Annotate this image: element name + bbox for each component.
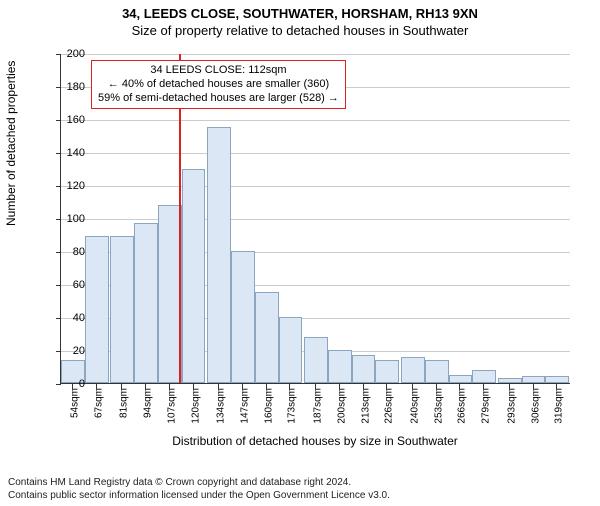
histogram-bar [255,292,279,383]
y-axis-label: Number of detached properties [4,61,18,226]
x-tick-label: 253sqm [433,388,444,424]
x-tick-label: 81sqm [119,388,130,418]
y-tick-label: 140 [45,147,85,159]
plot-region: 34 LEEDS CLOSE: 112sqm← 40% of detached … [60,54,570,384]
histogram-bar [472,370,496,383]
gridline [61,54,570,55]
histogram-bar [279,317,303,383]
x-tick-label: 67sqm [93,388,104,418]
x-tick-label: 266sqm [457,388,468,424]
x-axis-label: Distribution of detached houses by size … [60,434,570,448]
y-tick-label: 160 [45,114,85,126]
x-tick-label: 54sqm [69,388,80,418]
annotation-line: 34 LEEDS CLOSE: 112sqm [98,64,339,78]
x-tick-label: 187sqm [313,388,324,424]
chart-area: 34 LEEDS CLOSE: 112sqm← 40% of detached … [60,54,570,406]
gridline [61,120,570,121]
y-tick-label: 120 [45,180,85,192]
histogram-bar [134,223,158,383]
histogram-bar [352,355,376,383]
x-tick-label: 293sqm [506,388,517,424]
y-tick-label: 0 [45,378,85,390]
histogram-bar [231,251,255,383]
x-tick-label: 94sqm [143,388,154,418]
y-tick-label: 40 [45,312,85,324]
x-tick-label: 120sqm [190,388,201,424]
x-tick-label: 213sqm [360,388,371,424]
y-tick-label: 20 [45,345,85,357]
histogram-bar [375,360,399,383]
x-tick-label: 160sqm [263,388,274,424]
x-tick-label: 319sqm [554,388,565,424]
histogram-bar [304,337,328,383]
x-tick-label: 306sqm [530,388,541,424]
gridline [61,186,570,187]
histogram-bar [498,378,522,383]
histogram-bar [207,127,231,383]
gridline [61,153,570,154]
histogram-bar [449,375,473,383]
x-tick-label: 134sqm [216,388,227,424]
gridline [61,219,570,220]
histogram-bar [328,350,352,383]
y-tick-label: 100 [45,213,85,225]
y-tick-label: 200 [45,48,85,60]
x-tick-label: 226sqm [384,388,395,424]
y-tick-label: 180 [45,81,85,93]
histogram-bar [85,236,109,383]
x-tick-label: 240sqm [409,388,420,424]
histogram-bar [182,169,206,384]
histogram-bar [545,376,569,383]
x-tick-label: 173sqm [287,388,298,424]
histogram-bar [401,357,425,383]
x-tick-label: 200sqm [336,388,347,424]
footer-line1: Contains HM Land Registry data © Crown c… [8,477,390,490]
annotation-box: 34 LEEDS CLOSE: 112sqm← 40% of detached … [91,60,346,109]
footer-line2: Contains public sector information licen… [8,490,390,503]
x-tick-label: 147sqm [239,388,250,424]
annotation-line: 59% of semi-detached houses are larger (… [98,92,339,106]
x-tick-label: 279sqm [481,388,492,424]
page-title-line1: 34, LEEDS CLOSE, SOUTHWATER, HORSHAM, RH… [0,6,600,21]
annotation-line: ← 40% of detached houses are smaller (36… [98,78,339,92]
footer-attribution: Contains HM Land Registry data © Crown c… [8,477,390,502]
y-tick-label: 60 [45,279,85,291]
page-title-line2: Size of property relative to detached ho… [0,23,600,38]
histogram-bar [425,360,449,383]
histogram-bar [110,236,134,383]
x-tick-label: 107sqm [166,388,177,424]
y-tick-label: 80 [45,246,85,258]
histogram-bar [522,376,546,383]
